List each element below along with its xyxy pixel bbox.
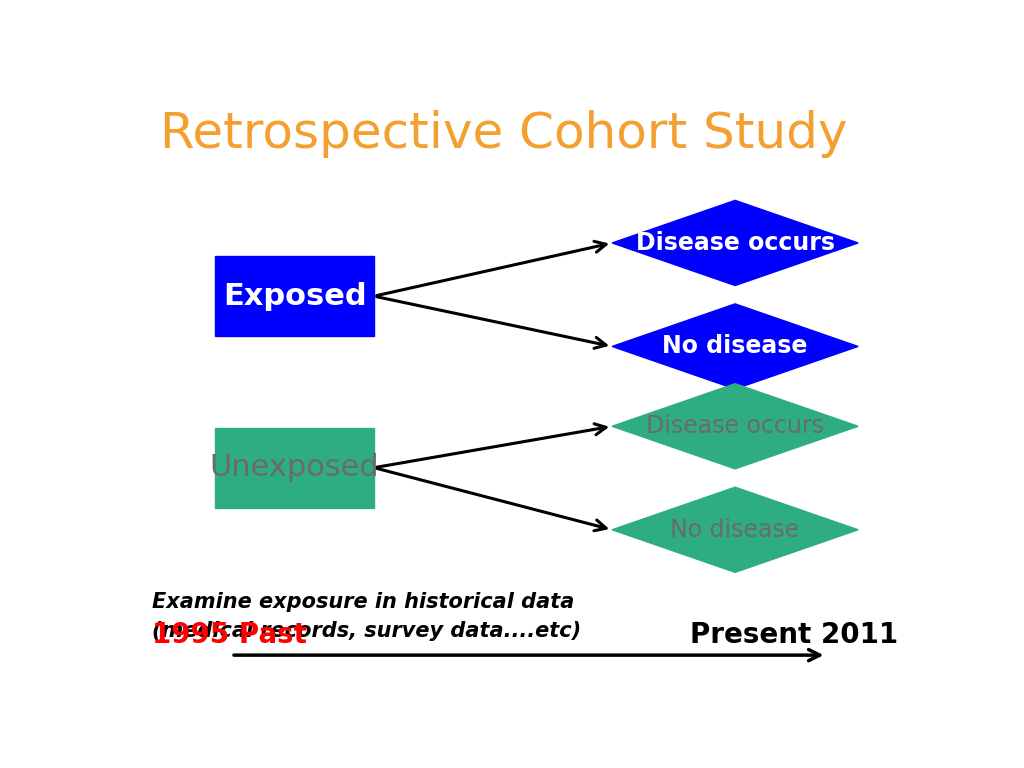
- Polygon shape: [612, 487, 858, 572]
- Text: (medical records, survey data....etc): (medical records, survey data....etc): [152, 621, 581, 641]
- FancyBboxPatch shape: [215, 428, 374, 508]
- Text: 1995 Past: 1995 Past: [152, 621, 306, 649]
- Text: Disease occurs: Disease occurs: [636, 231, 835, 255]
- Text: Examine exposure in historical data: Examine exposure in historical data: [152, 592, 574, 612]
- FancyBboxPatch shape: [215, 257, 374, 336]
- Text: Exposed: Exposed: [223, 282, 367, 311]
- Text: Disease occurs: Disease occurs: [646, 414, 824, 439]
- Polygon shape: [612, 304, 858, 389]
- Text: Retrospective Cohort Study: Retrospective Cohort Study: [160, 110, 847, 158]
- Polygon shape: [612, 384, 858, 468]
- Polygon shape: [612, 200, 858, 286]
- Text: Present 2011: Present 2011: [690, 621, 898, 649]
- Text: Unexposed: Unexposed: [210, 453, 380, 482]
- Text: No disease: No disease: [671, 518, 800, 541]
- Text: No disease: No disease: [663, 334, 808, 359]
